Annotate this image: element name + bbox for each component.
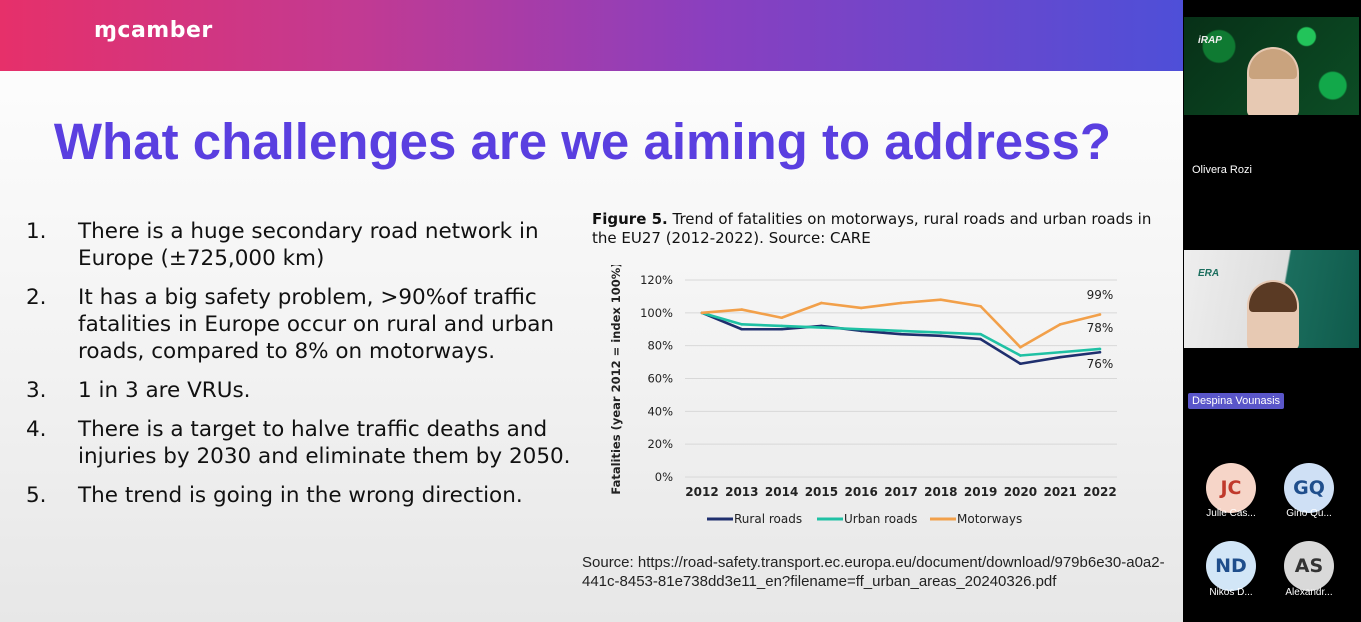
participant-name: Gino Qu...	[1286, 508, 1332, 519]
y-tick-label: 100%	[640, 306, 673, 320]
x-tick-label: 2014	[765, 485, 798, 499]
slide-title: What challenges are we aiming to address…	[53, 113, 1112, 170]
data-point	[859, 327, 863, 331]
list-text: There is a huge secondary road network i…	[78, 219, 539, 271]
irap-logo: iRAP	[1198, 35, 1222, 46]
x-tick-label: 2021	[1043, 485, 1076, 499]
x-tick-label: 2016	[844, 485, 877, 499]
list-number: 3.	[26, 378, 47, 403]
data-point	[1019, 346, 1022, 349]
list-item: 5. The trend is going in the wrong direct…	[26, 482, 571, 509]
y-tick-label: 60%	[647, 372, 673, 386]
data-point	[780, 327, 783, 331]
era-logo: ERA	[1198, 268, 1220, 279]
participant-name: Julie Cas...	[1206, 508, 1256, 519]
data-point	[939, 334, 943, 338]
figure-caption-text: Trend of fatalities on motorways, rural …	[592, 210, 1152, 247]
legend-label: Motorways	[957, 512, 1022, 526]
list-text: It has a big safety problem, >90%of traf…	[78, 285, 555, 364]
participant-video-tile[interactable]: iRAP	[1184, 17, 1359, 115]
x-tick-label: 2022	[1083, 485, 1116, 499]
data-point	[1019, 362, 1022, 366]
data-point	[820, 326, 823, 329]
list-number: 2.	[26, 285, 47, 310]
participant-name: Despina Vounasis	[1188, 393, 1285, 409]
y-tick-label: 20%	[647, 437, 673, 451]
series-line	[701, 311, 1101, 366]
x-tick-label: 2017	[884, 485, 917, 499]
y-tick-label: 120%	[640, 273, 673, 287]
data-point	[859, 306, 863, 310]
data-point	[740, 323, 744, 326]
data-point	[1058, 350, 1062, 354]
data-point	[820, 301, 823, 305]
source-citation: Source: https://road-safety.transport.ec…	[582, 554, 1165, 590]
data-point	[899, 329, 903, 333]
legend-label: Rural roads	[734, 512, 802, 526]
challenge-list: 1. There is a huge secondary road network…	[26, 218, 571, 521]
end-value-label: 78%	[1087, 321, 1114, 335]
x-tick-label: 2012	[685, 485, 718, 499]
list-text: There is a target to halve traffic death…	[78, 417, 571, 469]
slide-banner	[0, 0, 1183, 71]
data-point	[979, 337, 982, 341]
list-text: The trend is going in the wrong directio…	[78, 483, 523, 508]
data-point	[1098, 313, 1102, 316]
data-point	[899, 332, 903, 336]
end-value-label: 76%	[1087, 357, 1114, 371]
data-point	[939, 298, 943, 301]
data-point	[979, 304, 982, 308]
participant-name: Olivera Rozi	[1192, 164, 1252, 176]
x-tick-label: 2019	[964, 485, 997, 499]
list-number: 4.	[26, 417, 47, 442]
legend-label: Urban roads	[844, 512, 917, 526]
fatalities-line-chart: 0% 20% 40% 60% 80% 100% 120% 2012 2013 2014 2015 20…	[609, 265, 1117, 526]
list-text: 1 in 3 are VRUs.	[78, 378, 251, 403]
y-tick-label: 40%	[647, 404, 673, 418]
data-point	[1019, 354, 1022, 357]
data-point	[1098, 347, 1102, 351]
list-item: 2. It has a big safety problem, >90%of tr…	[26, 284, 571, 365]
figure-label: Figure 5.	[592, 210, 668, 228]
list-item: 4. There is a target to halve traffic dea…	[26, 416, 571, 470]
data-point	[740, 327, 744, 331]
data-point	[780, 324, 783, 328]
data-point	[780, 316, 783, 320]
presentation-slide: ɱcamber What challenges are we aiming to…	[0, 0, 1183, 622]
y-tick-label: 80%	[647, 339, 673, 353]
data-point	[1058, 323, 1062, 326]
data-point	[1058, 355, 1062, 359]
list-number: 1.	[26, 219, 47, 244]
list-item: 3. 1 in 3 are VRUs.	[26, 377, 571, 404]
x-tick-label: 2020	[1004, 485, 1037, 499]
list-item: 1. There is a huge secondary road network…	[26, 218, 571, 272]
data-point	[740, 308, 744, 311]
y-tick-label: 0%	[655, 470, 673, 484]
list-number: 5.	[26, 483, 47, 508]
data-point	[979, 332, 982, 336]
participant-name: Alexandr...	[1285, 587, 1333, 598]
data-point	[1098, 350, 1102, 354]
data-point	[899, 301, 903, 305]
end-value-label: 99%	[1087, 288, 1114, 302]
data-point	[939, 331, 943, 334]
x-tick-label: 2018	[924, 485, 957, 499]
figure-caption: Figure 5. Trend of fatalities on motorwa…	[592, 210, 1152, 248]
participant-avatar[interactable]: JC	[1206, 463, 1256, 513]
x-tick-label: 2015	[805, 485, 838, 499]
x-tick-label: 2013	[725, 485, 758, 499]
participant-name: Nikos D...	[1209, 587, 1253, 598]
participant-sidebar: iRAP ERA	[1183, 0, 1361, 622]
participant-avatar[interactable]: GQ	[1284, 463, 1334, 513]
participant-avatar[interactable]: ND	[1206, 541, 1256, 591]
participant-avatar[interactable]: AS	[1284, 541, 1334, 591]
y-axis-label: Fatalities (year 2012 = index 100%)	[609, 265, 623, 495]
mcamber-logo: ɱcamber	[94, 18, 213, 43]
participant-video-tile[interactable]: ERA	[1184, 250, 1359, 348]
data-point	[700, 311, 704, 315]
series-line	[701, 298, 1101, 349]
